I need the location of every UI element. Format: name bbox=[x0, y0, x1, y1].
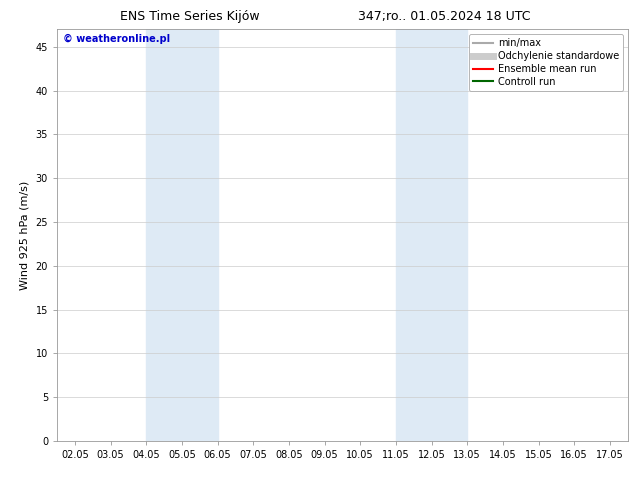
Text: ENS Time Series Kijów: ENS Time Series Kijów bbox=[120, 10, 260, 23]
Bar bbox=[146, 29, 217, 441]
Text: 347;ro.. 01.05.2024 18 UTC: 347;ro.. 01.05.2024 18 UTC bbox=[358, 10, 530, 23]
Bar bbox=[396, 29, 467, 441]
Text: © weatheronline.pl: © weatheronline.pl bbox=[63, 33, 170, 44]
Y-axis label: Wind 925 hPa (m/s): Wind 925 hPa (m/s) bbox=[20, 181, 30, 290]
Legend: min/max, Odchylenie standardowe, Ensemble mean run, Controll run: min/max, Odchylenie standardowe, Ensembl… bbox=[469, 34, 623, 91]
